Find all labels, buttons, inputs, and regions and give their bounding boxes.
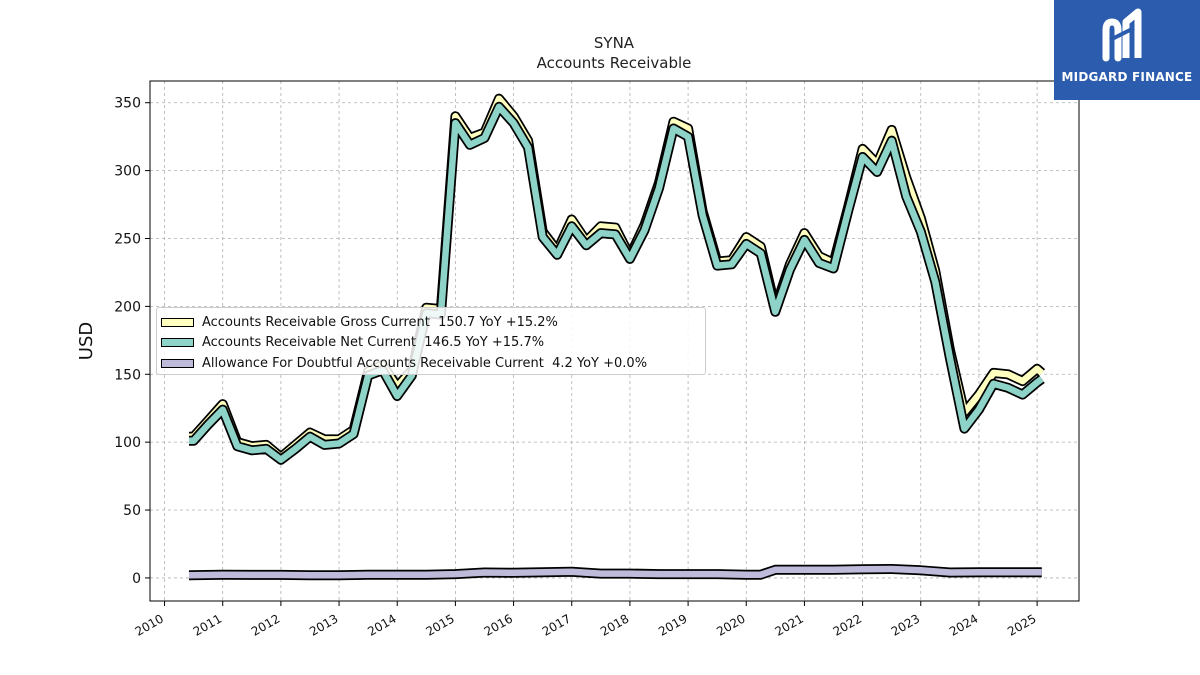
x-tick-label: 2021 [772,611,805,638]
y-tick-label: 350 [114,96,141,112]
x-tick-label: 2024 [947,611,980,638]
legend-item-allowance: Allowance For Doubtful Accounts Receivab… [157,353,705,374]
y-axis-label: USD [76,322,97,360]
y-tick-label: 100 [114,435,141,451]
y-tick-label: 250 [114,231,141,247]
chart-legend: Accounts Receivable Gross Current 150.7 … [156,307,706,375]
legend-swatch-gross [161,317,194,327]
brand-logo: MIDGARD FINANCE [1054,0,1200,100]
x-tick-label: 2023 [889,611,922,638]
series-outline [188,101,1045,465]
series-fill-stroke [189,95,1044,461]
legend-swatch-net [161,338,194,348]
series-fill-stroke [189,103,1044,464]
x-tick-label: 2011 [191,611,224,638]
x-tick-label: 2025 [1005,611,1038,638]
plot-frame [149,80,1080,602]
series-fill-stroke [188,565,1042,579]
chart-title: SYNA [594,34,635,52]
y-tick-label: 200 [114,299,141,315]
legend-label-allowance: Allowance For Doubtful Accounts Receivab… [202,355,648,371]
series-line-1 [188,101,1045,465]
legend-item-gross: Accounts Receivable Gross Current 150.7 … [157,312,705,333]
brand-name: MIDGARD FINANCE [1061,70,1193,84]
x-tick-label: 2022 [831,611,864,638]
y-tick-label: 150 [114,367,141,383]
x-tick-label: 2012 [249,611,282,638]
series-lines [188,93,1046,581]
legend-swatch-allowance [161,358,194,368]
midgard-m-logo-icon [1102,8,1142,62]
x-tick-label: 2016 [482,611,515,638]
chart-subtitle: Accounts Receivable [537,54,692,72]
y-tick-label: 0 [132,571,141,587]
legend-label-net: Accounts Receivable Net Current 146.5 Yo… [202,335,545,351]
x-tick-label: 2010 [133,611,166,638]
x-tick-label: 2014 [365,611,398,638]
x-tick-label: 2015 [423,611,456,638]
legend-item-net: Accounts Receivable Net Current 146.5 Yo… [157,333,705,354]
series-line-2 [188,564,1042,581]
series-line-0 [188,93,1046,463]
series-outline [188,93,1046,463]
x-tick-label: 2019 [656,611,689,638]
x-tick-label: 2013 [307,611,340,638]
legend-label-gross: Accounts Receivable Gross Current 150.7 … [202,314,558,330]
x-tick-label: 2017 [540,611,573,638]
y-tick-label: 50 [123,503,141,519]
x-tick-label: 2020 [714,611,747,638]
y-tick-label: 300 [114,164,141,180]
x-tick-label: 2018 [598,611,631,638]
